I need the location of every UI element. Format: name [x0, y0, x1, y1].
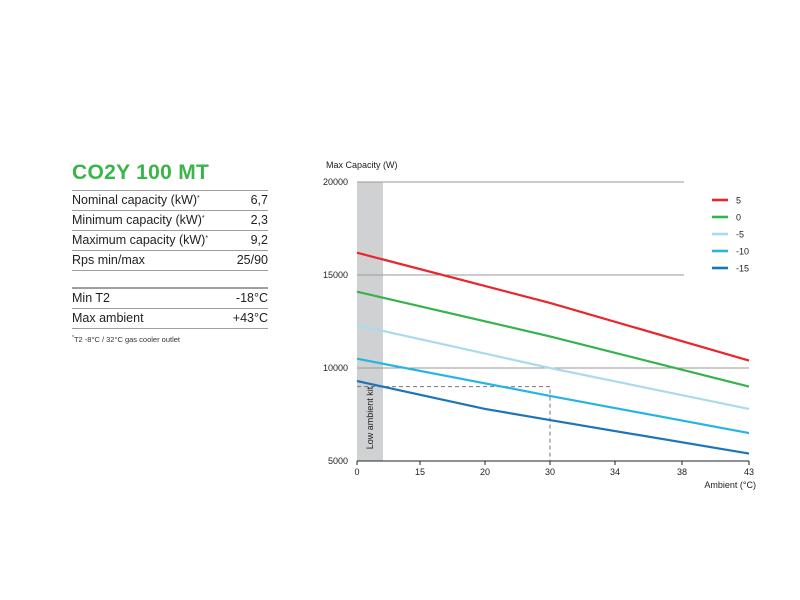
spec-value: +43°C	[232, 311, 268, 325]
spec-value: -18°C	[235, 291, 268, 305]
legend-label: -5	[736, 230, 744, 240]
spec-value: 2,3	[250, 213, 268, 227]
spec-label-sup: *	[205, 235, 209, 242]
spec-label-text: Max ambient	[72, 311, 144, 325]
spec-label: Nominal capacity (kW)*	[72, 191, 200, 210]
y-axis-label: Max Capacity (W)	[326, 160, 398, 170]
y-tick-label: 20000	[323, 177, 348, 187]
y-tick-label: 5000	[328, 456, 348, 466]
low-ambient-region	[357, 182, 383, 461]
legend-label: -10	[736, 247, 749, 257]
spec-row-max-ambient: Max ambient +43°C	[72, 309, 268, 329]
x-tick-label: 15	[415, 467, 425, 477]
x-tick-label: 43	[744, 467, 754, 477]
legend-label: 0	[736, 213, 741, 223]
x-axis-label: Ambient (°C)	[704, 480, 756, 490]
x-tick-label: 0	[354, 467, 359, 477]
spec-label-text: Min T2	[72, 291, 110, 305]
spec-table-top: Nominal capacity (kW)* 6,7 Minimum capac…	[72, 190, 268, 271]
spec-table-bottom: Min T2 -18°C Max ambient +43°C	[72, 288, 268, 329]
spec-label: Minimum capacity (kW)*	[72, 211, 205, 230]
x-tick-label: 38	[677, 467, 687, 477]
spec-label-sup: *	[201, 215, 205, 222]
spec-label-text: Rps min/max	[72, 253, 145, 267]
spec-row-nominal-capacity: Nominal capacity (kW)* 6,7	[72, 190, 268, 211]
spec-row-rps: Rps min/max 25/90	[72, 251, 268, 271]
spec-value: 9,2	[250, 233, 268, 247]
spec-value: 6,7	[250, 193, 268, 207]
spec-row-min-t2: Min T2 -18°C	[72, 288, 268, 309]
low-ambient-label: Low ambient kit	[365, 386, 375, 449]
x-tick-label: 34	[610, 467, 620, 477]
series-line--5	[356, 324, 750, 410]
series-line-5	[356, 251, 750, 362]
model-title: CO2Y 100 MT	[72, 161, 210, 184]
spec-label: Maximum capacity (kW)*	[72, 231, 208, 250]
x-tick-label: 30	[545, 467, 555, 477]
spec-panel: CO2Y 100 MT Nominal capacity (kW)* 6,7 M…	[72, 160, 268, 344]
spec-row-minimum-capacity: Minimum capacity (kW)* 2,3	[72, 211, 268, 231]
spec-value: 25/90	[236, 253, 268, 267]
spec-row-maximum-capacity: Maximum capacity (kW)* 9,2	[72, 231, 268, 251]
series-line--15	[356, 379, 750, 455]
legend-label: -15	[736, 264, 749, 274]
footnote-text: T2 -8°C / 32°C gas cooler outlet	[73, 335, 181, 344]
y-tick-label: 10000	[323, 363, 348, 373]
legend-label: 5	[736, 196, 741, 206]
spec-label-text: Nominal capacity (kW)	[72, 193, 198, 207]
spec-label-sup: *	[197, 195, 200, 202]
spec-label-text: Maximum capacity (kW)	[72, 233, 206, 247]
footnote-sup: *	[72, 335, 74, 341]
spec-divider	[72, 271, 268, 288]
y-tick-label: 15000	[323, 270, 348, 280]
reference-dashed-line	[357, 386, 551, 461]
x-tick-label: 20	[480, 467, 490, 477]
series-line-0	[356, 290, 750, 388]
spec-footnote: *T2 -8°C / 32°C gas cooler outlet	[72, 335, 268, 344]
spec-label-text: Minimum capacity (kW)	[72, 213, 202, 227]
series-line--10	[356, 357, 750, 435]
